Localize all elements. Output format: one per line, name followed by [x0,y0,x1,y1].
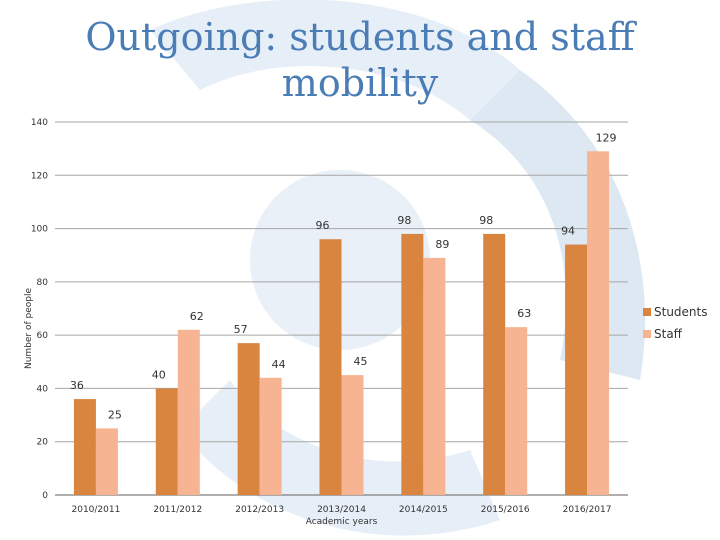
data-label: 89 [435,238,449,251]
bar-staff-6 [587,151,610,496]
data-labels: 36 25 40 62 57 44 96 45 98 89 98 63 94 129 [70,131,617,421]
data-label: 40 [152,368,166,381]
bar-students-2 [237,343,260,495]
data-label: 44 [272,358,286,371]
y-tick-label: 100 [31,225,48,235]
bar-students-6 [565,244,588,495]
legend: Students Staff [643,305,708,341]
legend-label-staff: Staff [654,327,683,341]
y-tick-label: 140 [31,118,48,128]
data-label: 63 [517,307,531,320]
bar-students-0 [73,399,96,495]
legend-swatch-staff [643,330,651,338]
bar-staff-1 [177,329,200,495]
data-label: 57 [234,323,248,336]
bar-students-1 [155,388,178,495]
bar-staff-3 [341,375,364,495]
data-label: 36 [70,379,84,392]
x-axis-title: Academic years [306,517,378,527]
data-label: 25 [108,408,122,421]
x-tick-label: 2013/2014 [317,505,366,515]
bar-staff-4 [423,257,446,495]
legend-label-students: Students [654,305,708,319]
y-tick-label: 20 [37,438,49,448]
data-label: 129 [596,131,617,144]
bar-students-5 [483,233,506,495]
bar-staff-2 [259,377,282,495]
y-axis-ticks: 0 20 40 60 80 100 120 140 [31,118,48,501]
data-label: 62 [190,310,204,323]
data-label: 98 [479,214,493,227]
data-label: 98 [397,214,411,227]
legend-swatch-students [643,308,651,316]
y-tick-label: 40 [37,384,49,394]
x-tick-label: 2010/2011 [72,505,121,515]
x-tick-label: 2015/2016 [481,505,530,515]
y-tick-label: 80 [37,278,49,288]
bar-students-4 [401,233,424,495]
bar-staff-5 [505,327,528,495]
bar-students-3 [319,239,342,495]
x-tick-label: 2014/2015 [399,505,448,515]
x-tick-label: 2016/2017 [563,505,612,515]
data-label: 94 [561,225,575,238]
x-tick-label: 2012/2013 [235,505,284,515]
y-tick-label: 60 [37,331,49,341]
data-label: 45 [354,355,368,368]
data-label: 96 [316,219,330,232]
y-axis-title: Number of people [24,288,34,370]
slide-title: Outgoing: students and staff mobility [85,15,635,105]
x-axis-ticks: 2010/2011 2011/2012 2012/2013 2013/2014 2014… [72,505,612,515]
bar-staff-0 [95,428,118,495]
y-tick-label: 0 [42,491,48,501]
x-tick-label: 2011/2012 [153,505,202,515]
bars [73,151,610,496]
y-tick-label: 120 [31,171,48,181]
